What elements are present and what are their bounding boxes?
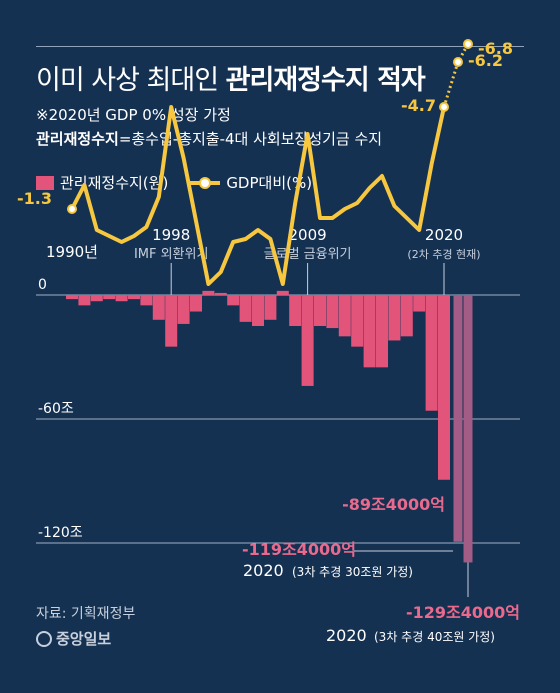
bar-2003 xyxy=(227,295,240,306)
bar-2019 xyxy=(425,295,438,411)
gdp-point xyxy=(463,39,473,49)
bar-1996 xyxy=(140,295,153,306)
gdp-line xyxy=(70,105,446,286)
bar-2017 xyxy=(400,295,413,337)
x-marker-label: 1998 xyxy=(152,226,190,244)
bar-2006 xyxy=(264,295,277,320)
bar-1991 xyxy=(78,295,91,306)
bar-1992 xyxy=(90,295,103,302)
x-marker-sublabel: IMF 외환위기 xyxy=(134,247,209,262)
top-rule xyxy=(36,46,524,47)
definition-formula: =총수입-총지출-4대 사회보장성기금 수지 xyxy=(118,130,383,148)
annotation-current: -89조4000억 xyxy=(342,495,445,514)
logo-icon xyxy=(36,630,52,647)
bar-2001 xyxy=(202,290,215,295)
title-normal: 이미 사상 최대인 xyxy=(36,65,226,96)
bar-2011 xyxy=(326,295,339,329)
annotation-scenario-1-year: 2020 xyxy=(326,626,367,645)
logo-text: 중앙일보 xyxy=(56,630,112,648)
bar-2004 xyxy=(239,295,252,322)
bar-1994 xyxy=(115,295,128,302)
annotation-scenario-0-note: (3차 추경 30조원 가정) xyxy=(292,565,413,579)
bar-2007 xyxy=(276,290,289,295)
bar-2000 xyxy=(190,295,202,312)
x-marker-label: 2009 xyxy=(289,226,327,244)
y-tick-label: 0 xyxy=(38,277,47,293)
x-marker-label: 1990년 xyxy=(46,243,98,261)
bar-1998 xyxy=(165,295,178,347)
page-title: 이미 사상 최대인 관리재정수지 적자 xyxy=(36,58,426,97)
gdp-label: -6.2 xyxy=(468,51,503,70)
gdp-label: -1.3 xyxy=(17,189,52,208)
bar-2009 xyxy=(301,295,314,386)
bar-1997 xyxy=(152,295,165,320)
bar-2008 xyxy=(289,295,302,326)
publisher-logo: 중앙일보 xyxy=(36,628,111,649)
gdp-label: -4.7 xyxy=(401,96,436,115)
bar-2002 xyxy=(214,292,227,295)
definition-term: 관리재정수지 xyxy=(36,130,119,148)
annotation-scenario-1-note: (3차 추경 40조원 가정) xyxy=(374,630,495,644)
gdp-line-scenario xyxy=(442,43,470,108)
annotation-scenario-0-year: 2020 xyxy=(243,561,284,580)
legend-line-swatch xyxy=(190,176,221,190)
gdp-label: -6.8 xyxy=(478,39,513,58)
x-marker-label: 2020 xyxy=(425,226,463,244)
source-label: 자료: 기획재정부 xyxy=(36,606,136,622)
bar-2016 xyxy=(388,295,401,341)
gdp-point xyxy=(439,102,449,112)
subtitle-note: ※2020년 GDP 0% 성장 가정 xyxy=(36,106,231,124)
legend-bar-swatch xyxy=(36,175,54,190)
bar-2005 xyxy=(252,295,264,326)
annotation-scenario-0: -119조4000억 xyxy=(242,540,356,559)
bar-1990 xyxy=(66,295,78,300)
bar-2010 xyxy=(314,295,326,326)
bar-1995 xyxy=(128,295,140,300)
gdp-point xyxy=(67,204,77,214)
bar-2018 xyxy=(413,295,426,312)
annotation-scenario-1: -129조4000억 xyxy=(406,603,520,622)
gdp-point xyxy=(453,57,463,67)
bar-2012 xyxy=(338,295,351,337)
y-tick-label: -60조 xyxy=(38,401,74,417)
scenario-bar-1 xyxy=(463,295,473,563)
bar-2015 xyxy=(376,295,388,368)
scenario-bar-0 xyxy=(453,295,463,542)
bar-2013 xyxy=(351,295,364,347)
bar-2014 xyxy=(363,295,376,368)
title-bold: 관리재정수지 적자 xyxy=(225,65,426,96)
legend-line-label: GDP대비(%) xyxy=(226,174,313,192)
bar-2020 xyxy=(438,295,450,480)
bar-1999 xyxy=(177,295,190,324)
y-tick-label: -120조 xyxy=(38,525,83,541)
bar-1993 xyxy=(103,295,116,300)
legend: 관리재정수지(원) GDP대비(%) xyxy=(36,172,312,193)
x-marker-sublabel: (2차 추경 현재) xyxy=(407,248,480,261)
subtitle-definition: 관리재정수지=총수입-총지출-4대 사회보장성기금 수지 xyxy=(36,128,382,149)
